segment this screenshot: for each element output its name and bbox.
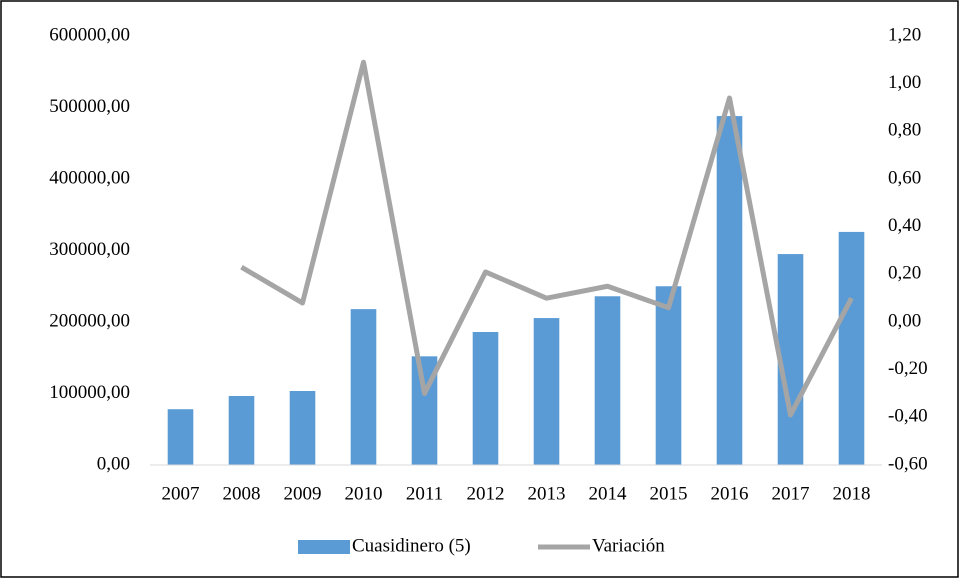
x-tick-label: 2015 xyxy=(650,483,688,504)
y2-tick-label: -0,60 xyxy=(888,453,928,474)
legend-label: Cuasidinero (5) xyxy=(352,535,471,556)
bar xyxy=(533,318,560,465)
y-tick-label: 500000,00 xyxy=(49,96,130,117)
y2-tick-label: 0,00 xyxy=(888,310,921,331)
y2-tick-label: 0,80 xyxy=(888,120,921,141)
bar xyxy=(289,390,316,465)
x-tick-label: 2018 xyxy=(833,483,871,504)
x-tick-label: 2014 xyxy=(589,483,628,504)
y2-tick-label: 0,20 xyxy=(888,263,921,284)
bar xyxy=(228,396,255,465)
legend-swatch xyxy=(298,540,350,554)
y-tick-label: 100000,00 xyxy=(49,382,130,403)
bar xyxy=(350,309,377,465)
bar xyxy=(167,409,194,465)
x-tick-label: 2012 xyxy=(467,483,505,504)
x-tick-label: 2011 xyxy=(406,483,443,504)
y2-tick-label: 0,60 xyxy=(888,167,921,188)
x-tick-label: 2017 xyxy=(772,483,810,504)
bar xyxy=(594,296,621,465)
x-tick-label: 2009 xyxy=(284,483,322,504)
y2-tick-label: 1,00 xyxy=(888,72,921,93)
y-tick-label: 200000,00 xyxy=(49,310,130,331)
x-tick-label: 2007 xyxy=(162,483,200,504)
y2-tick-label: 1,20 xyxy=(888,24,921,45)
x-tick-label: 2010 xyxy=(345,483,383,504)
x-tick-label: 2008 xyxy=(223,483,261,504)
y2-tick-label: -0,20 xyxy=(888,358,928,379)
line xyxy=(240,59,854,418)
y-tick-label: 600000,00 xyxy=(49,24,130,45)
bar xyxy=(655,286,682,465)
bar xyxy=(838,231,865,465)
x-tick-label: 2016 xyxy=(711,483,749,504)
legend-label: Variación xyxy=(592,535,665,556)
y-tick-label: 0,00 xyxy=(97,453,130,474)
bar xyxy=(716,116,743,465)
y-tick-label: 400000,00 xyxy=(49,167,130,188)
y-tick-label: 300000,00 xyxy=(49,239,130,260)
y2-tick-label: 0,40 xyxy=(888,215,921,236)
bar xyxy=(472,332,499,465)
x-tick-label: 2013 xyxy=(528,483,566,504)
y2-tick-label: -0,40 xyxy=(888,406,928,427)
